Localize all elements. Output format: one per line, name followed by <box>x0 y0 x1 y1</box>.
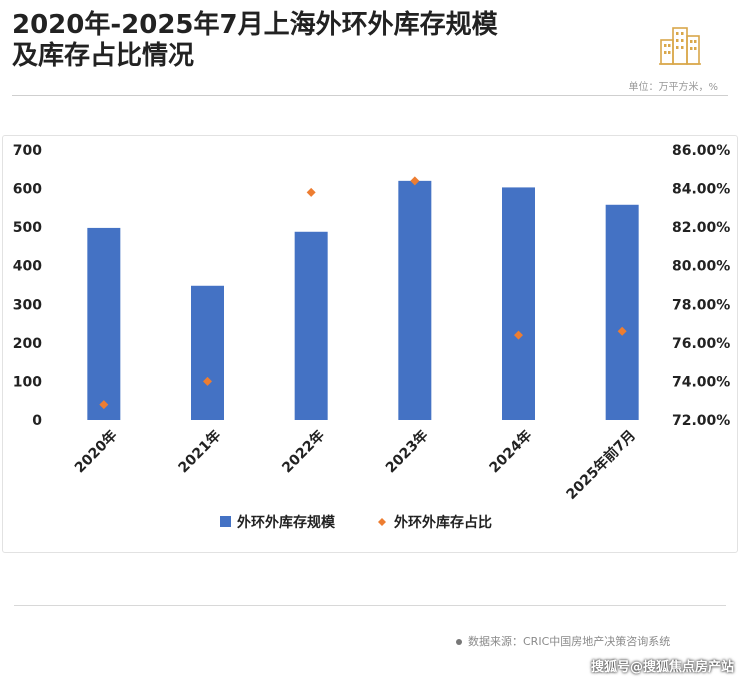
share-marker <box>306 187 316 197</box>
title-line-2: 及库存占比情况 <box>12 41 195 71</box>
x-tick-label: 2021年 <box>175 427 224 476</box>
share-marker <box>99 400 109 410</box>
y-right-tick-label: 72.00% <box>672 413 730 429</box>
x-tick-label: 2024年 <box>486 427 535 476</box>
y-axis-right: 72.00% 74.00% 76.00% 78.00% 80.00% 82.00% 84.0… <box>672 143 730 429</box>
y-axis-left: 0 100 200 300 400 500 600 700 <box>13 143 42 429</box>
legend-marker-swatch <box>378 518 386 526</box>
y-left-tick-label: 100 <box>13 374 42 390</box>
x-tick-label: 2025年前7月 <box>563 427 639 503</box>
legend-marker-label: 外环外库存占比 <box>394 514 492 531</box>
legend-bar-swatch <box>220 516 231 527</box>
chart: 0 100 200 300 400 500 600 700 72.00% 74.00% 76.00… <box>13 143 731 531</box>
share-marker <box>203 376 212 386</box>
bar-series <box>87 180 639 420</box>
y-left-tick-label: 200 <box>13 336 42 352</box>
x-tick-label: 2020年 <box>71 427 120 476</box>
footer-divider <box>14 605 726 606</box>
x-tick-label: 2023年 <box>382 427 431 476</box>
source-text: 数据来源：CRIC中国房地产决策咨询系统 <box>468 635 671 648</box>
marker-series <box>99 176 627 410</box>
bar <box>87 227 121 420</box>
page-title: 2020年-2025年7月上海外环外库存规模 及库存占比情况 <box>12 10 612 72</box>
unit-note: 单位：万平方米，% <box>628 82 718 93</box>
share-marker <box>514 330 523 340</box>
y-right-tick-label: 76.00% <box>672 336 730 352</box>
y-right-tick-label: 82.00% <box>672 220 730 236</box>
x-axis: 2020年 2021年 2022年 2023年 2024年 2025年前7月 <box>71 427 639 503</box>
bar <box>191 285 224 420</box>
title-line-1: 2020年-2025年7月上海外环外库存规模 <box>12 10 498 40</box>
share-marker <box>617 326 627 336</box>
y-right-tick-label: 86.00% <box>672 143 730 159</box>
y-right-tick-label: 74.00% <box>672 374 730 390</box>
share-marker <box>410 176 420 186</box>
header-divider <box>12 95 728 96</box>
dot-icon <box>456 639 462 645</box>
bar <box>294 231 328 420</box>
y-left-tick-label: 700 <box>13 143 42 159</box>
y-right-tick-label: 80.00% <box>672 259 730 275</box>
y-right-tick-label: 84.00% <box>672 182 730 198</box>
bar <box>605 204 639 420</box>
y-right-tick-label: 78.00% <box>672 297 730 313</box>
y-left-tick-label: 400 <box>13 259 42 275</box>
y-left-tick-label: 300 <box>13 297 42 313</box>
buildings-icon <box>659 27 701 65</box>
y-left-tick-label: 0 <box>32 413 42 429</box>
bar <box>398 180 432 420</box>
y-left-tick-label: 500 <box>13 220 42 236</box>
y-left-tick-label: 600 <box>13 182 42 198</box>
legend: 外环外库存规模 外环外库存占比 <box>220 514 492 531</box>
legend-bar-label: 外环外库存规模 <box>237 514 336 531</box>
x-tick-label: 2022年 <box>279 427 328 476</box>
source-note: 数据来源：CRIC中国房地产决策咨询系统 <box>456 633 670 649</box>
watermark: 搜狐号@搜狐焦点房产站 <box>590 660 734 675</box>
bar <box>502 187 535 420</box>
